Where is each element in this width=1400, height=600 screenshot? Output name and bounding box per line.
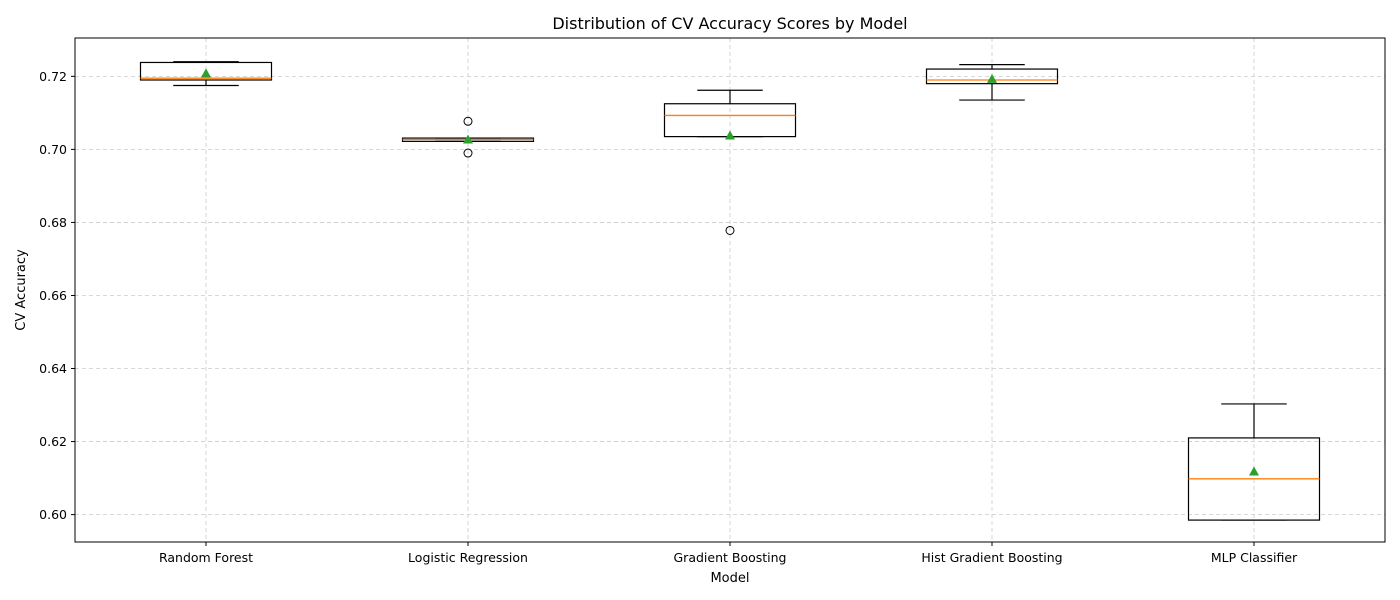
y-tick-label: 0.70 bbox=[39, 142, 67, 157]
y-tick-label: 0.66 bbox=[39, 288, 67, 303]
mean-marker bbox=[201, 68, 211, 78]
chart-title: Distribution of CV Accuracy Scores by Mo… bbox=[552, 14, 907, 33]
grid-layer bbox=[75, 38, 1385, 542]
box-group bbox=[401, 116, 535, 158]
outlier-point bbox=[463, 116, 473, 126]
outlier-point bbox=[463, 148, 473, 158]
box-group bbox=[139, 61, 273, 87]
y-tick-label: 0.72 bbox=[39, 69, 67, 84]
y-tick-label: 0.60 bbox=[39, 507, 67, 522]
x-tick-label: MLP Classifier bbox=[1211, 550, 1298, 565]
box-group bbox=[663, 89, 797, 235]
y-tick-label: 0.68 bbox=[39, 215, 67, 230]
box-iqr bbox=[139, 61, 273, 81]
mean-marker bbox=[725, 130, 735, 140]
mean-marker bbox=[1249, 466, 1259, 476]
mean-marker bbox=[987, 73, 997, 83]
axis-layer: 0.60 0.62 0.64 0.66 0.68 0.70 0.72 Random Fores… bbox=[39, 69, 1298, 565]
outlier-point bbox=[725, 225, 735, 235]
x-tick-label: Random Forest bbox=[159, 550, 253, 565]
box-layer bbox=[139, 61, 1321, 521]
x-axis-label: Model bbox=[710, 571, 749, 586]
x-tick-label: Gradient Boosting bbox=[674, 550, 787, 565]
y-tick-label: 0.64 bbox=[39, 361, 67, 376]
y-axis-label: CV Accuracy bbox=[14, 249, 29, 331]
box-group bbox=[925, 64, 1059, 101]
x-tick-label: Logistic Regression bbox=[408, 550, 528, 565]
mean-marker bbox=[463, 134, 473, 144]
y-tick-label: 0.62 bbox=[39, 434, 67, 449]
box-iqr bbox=[925, 68, 1059, 85]
box-group bbox=[1187, 403, 1321, 521]
x-tick-label: Hist Gradient Boosting bbox=[921, 550, 1062, 565]
